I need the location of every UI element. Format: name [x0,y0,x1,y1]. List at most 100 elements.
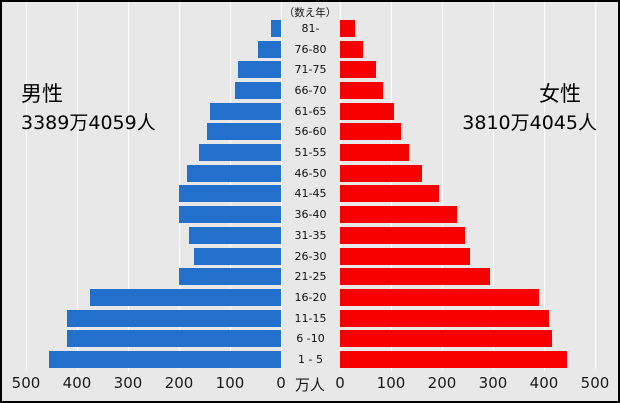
female-bar-cell [340,185,618,203]
female-bar-cell [340,247,618,265]
pyramid-row: 51-55 [2,142,618,163]
female-bar [340,123,402,141]
female-bar [340,164,422,182]
male-bar-cell [2,206,281,224]
male-bar [258,40,281,58]
female-bar [340,40,363,58]
female-bar [340,81,384,99]
age-group-label: 46-50 [294,166,327,180]
male-bar [237,61,281,79]
age-group-label: 11-15 [294,311,327,325]
male-bar [270,19,281,37]
male-bar-cell [2,40,281,58]
male-bar [179,206,281,224]
male-bar-cell [2,330,281,348]
female-summary: 女性 3810万4045人 [462,82,597,135]
male-label: 男性 [21,82,63,106]
male-bar-cell [2,309,281,327]
female-bar [340,288,539,306]
age-group-label: 6 -10 [296,332,325,346]
axis-tick-label: 400 [62,374,92,392]
female-bar [340,247,471,265]
pyramid-row: 46-50 [2,163,618,184]
female-bar [340,351,567,369]
female-bar-cell [340,309,618,327]
male-bar-cell [2,247,281,265]
female-bar-cell [340,164,618,182]
pyramid-row: 56-60 [2,122,618,143]
axis-tick-label: 200 [164,374,194,392]
female-bar-cell [340,226,618,244]
male-bar [209,102,281,120]
axis-tick-label: 500 [580,374,610,392]
male-bar-cell [2,185,281,203]
pyramid-row: 11-15 [2,308,618,329]
age-group-label: 16-20 [294,290,327,304]
female-bar-cell [340,123,618,141]
age-axis-title: （数え年） [283,7,337,19]
axis-tick-label: 100 [215,374,245,392]
age-group-label: 31-35 [294,228,327,242]
female-bar [340,19,356,37]
male-bar-cell [2,268,281,286]
male-bar-cell [2,123,281,141]
axis-tick-label: 0 [276,374,286,392]
pyramid-row: 66-70 [2,80,618,101]
age-group-label: 71-75 [294,63,327,77]
male-bar [199,144,281,162]
female-bar [340,206,458,224]
pyramid-row: 6 -10 [2,329,618,350]
male-bar [235,81,281,99]
female-label: 女性 [539,82,581,106]
female-bar-cell [340,144,618,162]
pyramid-row: 21-25 [2,266,618,287]
age-group-label: 66-70 [294,83,327,97]
male-bar [66,330,281,348]
axis-tick-label: 400 [529,374,559,392]
female-bar-cell [340,40,618,58]
pyramid-row: 31-35 [2,225,618,246]
female-bar-cell [340,102,618,120]
age-group-label: 56-60 [294,125,327,139]
axis-tick-label: 500 [11,374,41,392]
male-bar-cell [2,164,281,182]
female-bar [340,102,394,120]
female-bar [340,268,491,286]
axis-tick-label: 100 [376,374,406,392]
pyramid-row: 1 - 5 [2,349,618,370]
male-summary: 男性 3389万4059人 [21,82,156,135]
female-bar [340,185,440,203]
female-bar [340,226,465,244]
age-group-label: 51-55 [294,146,327,160]
pyramid-row: 76-80 [2,39,618,60]
female-bar-cell [340,330,618,348]
pyramid-rows: 81- 76-80 71-75 66-70 61-65 56-60 51-55 46-50 41… [2,18,618,370]
female-bar [340,61,376,79]
age-group-label: 76-80 [294,42,327,56]
male-bar [66,309,281,327]
male-bar-cell [2,226,281,244]
axis-tick-label: 200 [427,374,457,392]
age-group-label: 1 - 5 [298,353,323,367]
axis-tick-label: 300 [478,374,508,392]
age-group-label: 41-45 [294,187,327,201]
pyramid-row: 26-30 [2,246,618,267]
female-bar-cell [340,351,618,369]
female-bar-cell [340,81,618,99]
male-bar-cell [2,81,281,99]
male-bar-cell [2,351,281,369]
male-bar [186,164,281,182]
age-group-label: 26-30 [294,249,327,263]
male-bar-cell [2,102,281,120]
male-bar [207,123,281,141]
age-group-label: 81- [301,21,320,35]
female-total: 3810万4045人 [462,112,597,135]
female-bar-cell [340,19,618,37]
female-bar-cell [340,288,618,306]
male-bar [194,247,281,265]
pyramid-row: 36-40 [2,204,618,225]
pyramid-row: 81- [2,18,618,39]
female-bar-cell [340,268,618,286]
male-bar [189,226,281,244]
